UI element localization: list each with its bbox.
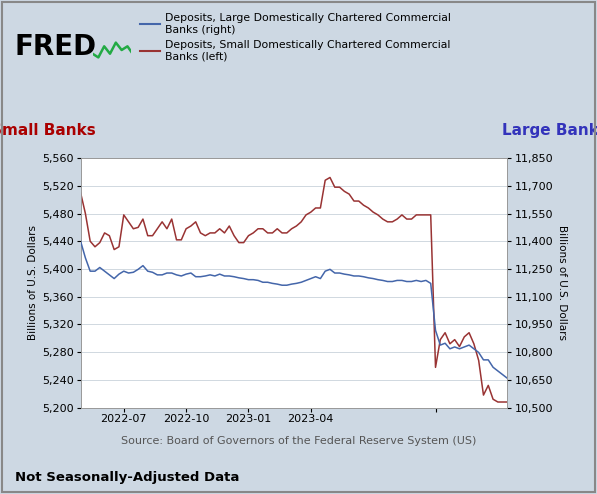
- Text: Not Seasonally-Adjusted Data: Not Seasonally-Adjusted Data: [15, 471, 239, 484]
- Y-axis label: Billions of U.S. Dollars: Billions of U.S. Dollars: [27, 225, 38, 340]
- Text: Large Banks: Large Banks: [502, 124, 597, 138]
- Text: Source: Board of Governors of the Federal Reserve System (US): Source: Board of Governors of the Federa…: [121, 436, 476, 446]
- Text: FRED: FRED: [15, 33, 97, 61]
- Y-axis label: Billions of U.S. Dollars: Billions of U.S. Dollars: [557, 225, 567, 340]
- Text: Small Banks: Small Banks: [0, 124, 96, 138]
- Legend: Deposits, Large Domestically Chartered Commercial
Banks (right), Deposits, Small: Deposits, Large Domestically Chartered C…: [140, 13, 451, 62]
